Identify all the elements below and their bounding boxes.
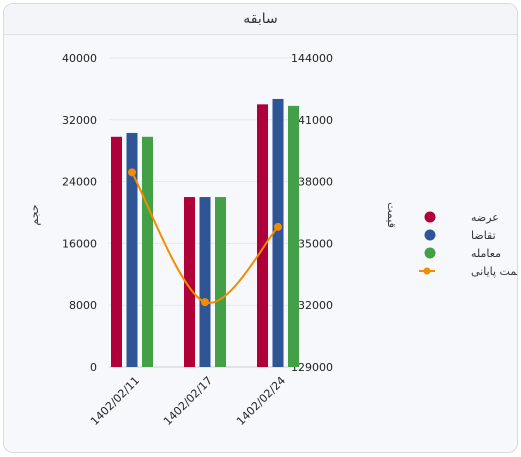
- bar: [111, 136, 122, 367]
- left-tick-label: 32000: [62, 114, 97, 127]
- right-axis-title: قیمت: [385, 202, 398, 228]
- bar: [215, 197, 226, 367]
- price-point: [201, 298, 209, 307]
- left-axis-title: حجم: [28, 204, 41, 225]
- legend-marker-icon: [424, 211, 436, 223]
- right-tick-label: 129000: [291, 361, 333, 374]
- left-tick-label: 40000: [62, 52, 97, 65]
- bar: [184, 197, 195, 367]
- right-tick-label: 138000: [291, 176, 333, 189]
- bar: [142, 136, 153, 367]
- left-tick-label: 24000: [62, 176, 97, 189]
- legend-label: تقاضا: [471, 229, 496, 242]
- legend-marker-icon: [424, 247, 436, 259]
- combo-chart: 0 8000 16000 24000 32000 40000 129000 132000 135…: [28, 52, 517, 428]
- x-tick-label: 1402/02/17: [161, 374, 215, 428]
- legend-marker-icon: [424, 229, 436, 241]
- price-point: [274, 222, 282, 231]
- left-tick-label: 0: [90, 361, 97, 374]
- price-point: [128, 168, 136, 177]
- bar: [199, 197, 211, 367]
- history-card: سابقه 0 8000 16000 24000 32000 40000 129000 132…: [3, 3, 518, 453]
- bar: [272, 98, 284, 367]
- right-tick-label: 132000: [291, 299, 333, 312]
- right-tick-label: 144000: [291, 52, 333, 65]
- legend-label: عرضه: [471, 211, 499, 224]
- bar: [257, 104, 268, 367]
- left-tick-label: 8000: [69, 299, 97, 312]
- legend-label: قیمت پایانی: [471, 265, 517, 278]
- left-tick-label: 16000: [62, 237, 97, 250]
- legend-marker-icon: [423, 267, 431, 275]
- card-title: سابقه: [4, 4, 517, 35]
- chart-area: 0 8000 16000 24000 32000 40000 129000 132000 135…: [4, 35, 517, 452]
- right-tick-label: 141000: [291, 114, 333, 127]
- x-tick-label: 1402/02/11: [88, 374, 142, 428]
- right-tick-label: 135000: [291, 237, 333, 250]
- legend-label: معامله: [471, 247, 501, 260]
- bar: [126, 132, 138, 367]
- x-tick-label: 1402/02/24: [234, 374, 288, 428]
- bar: [288, 105, 299, 368]
